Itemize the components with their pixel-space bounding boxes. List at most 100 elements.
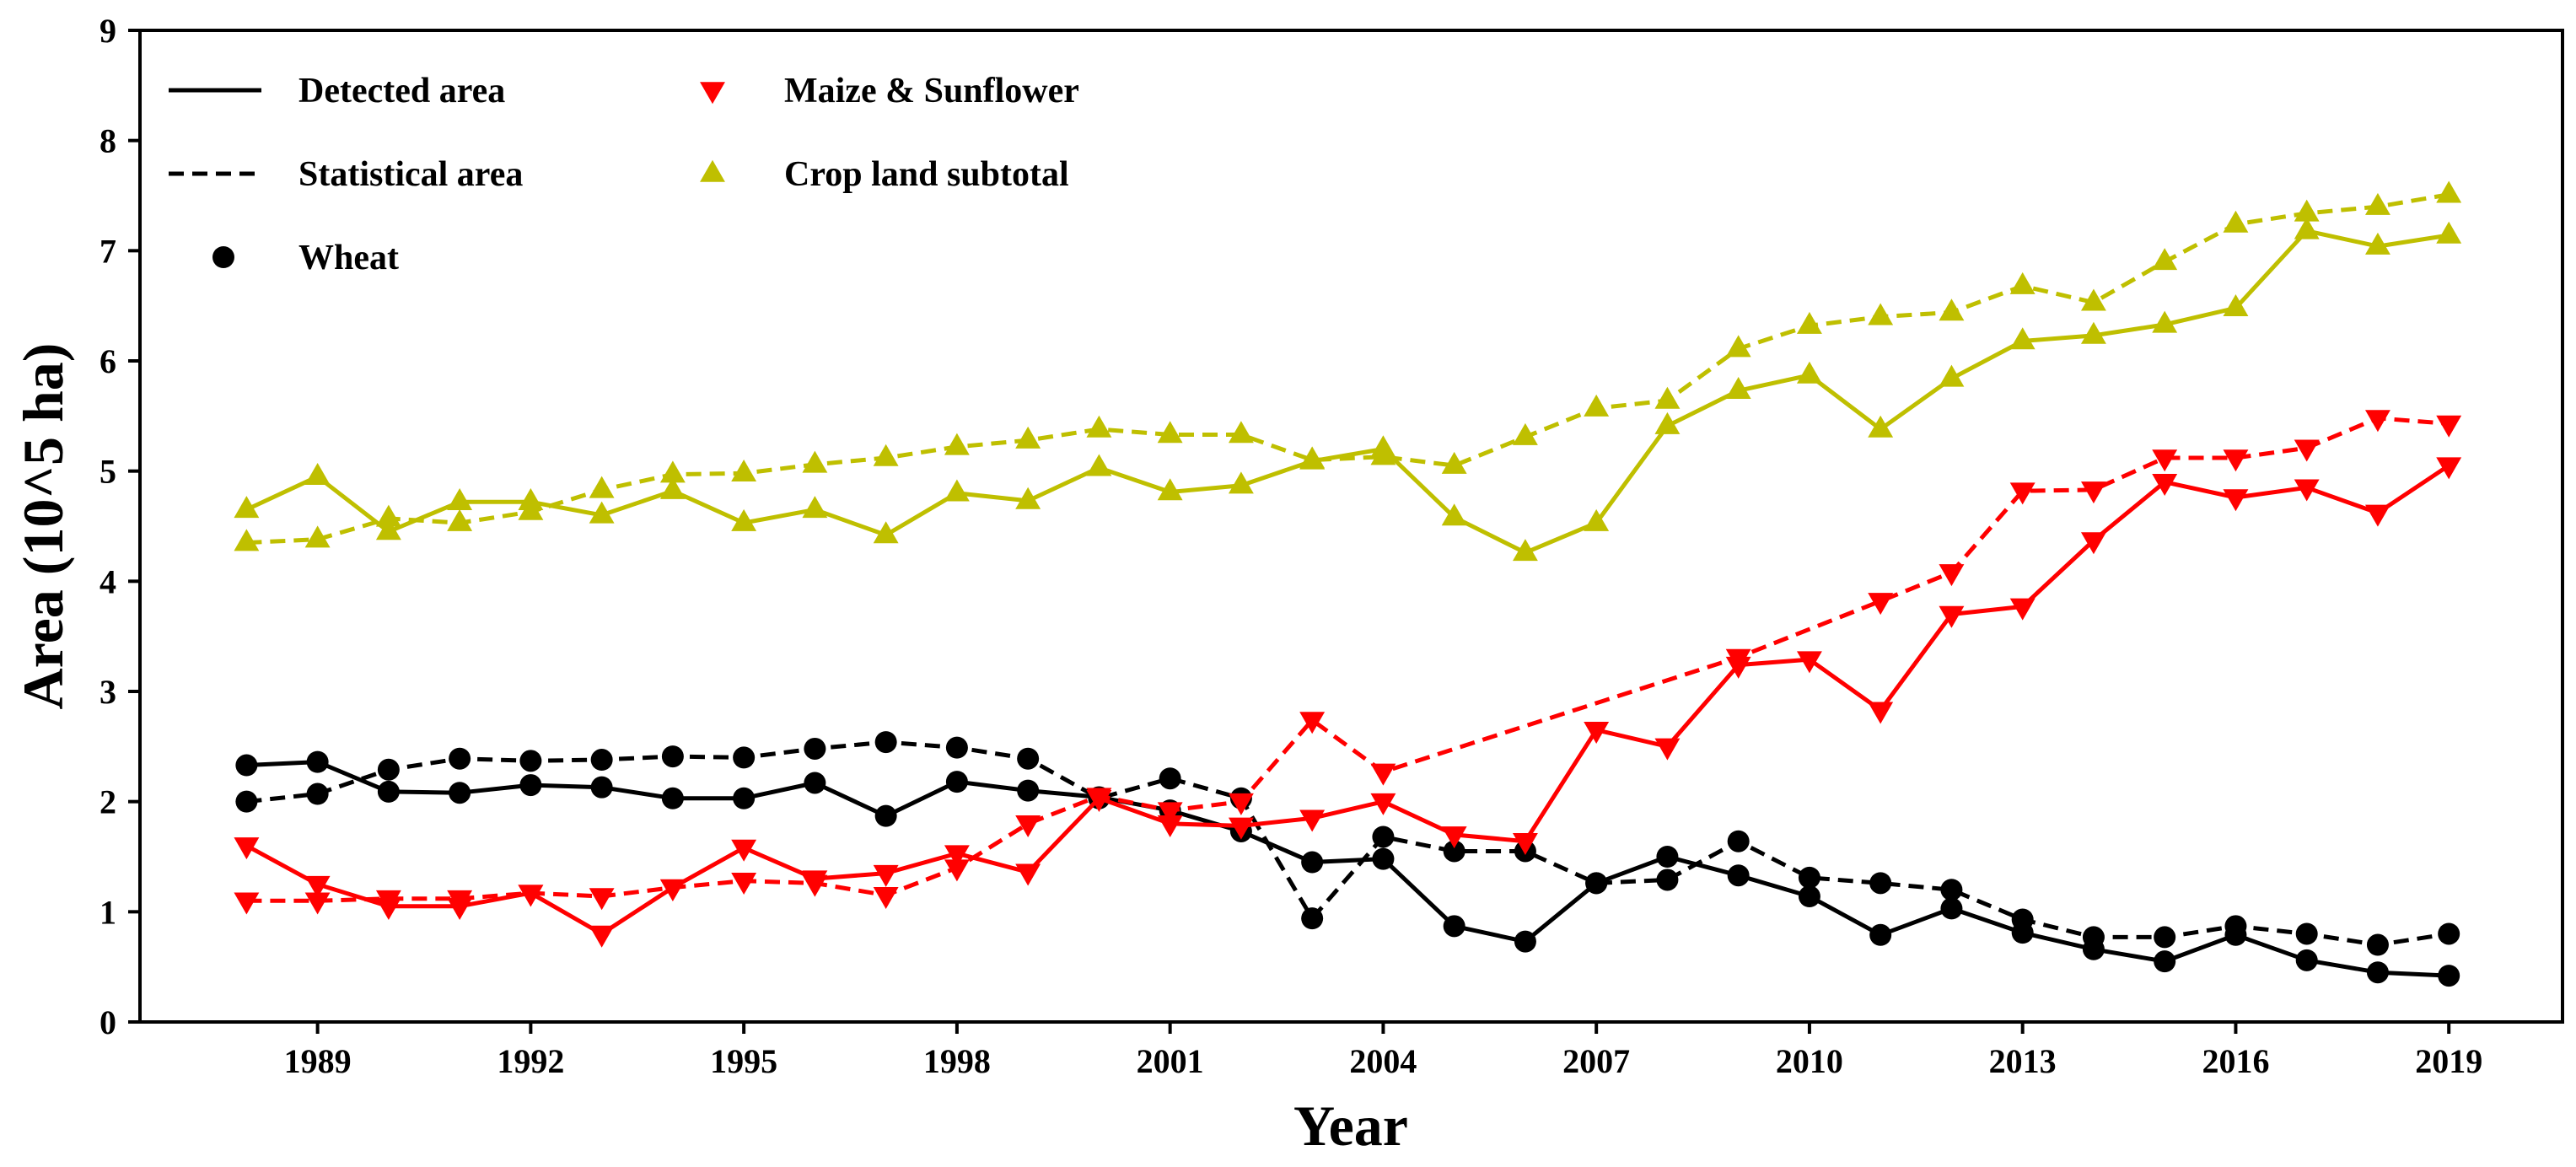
data-point bbox=[447, 890, 473, 912]
data-point bbox=[1654, 411, 1681, 434]
legend-item-detected-area: Detected area bbox=[169, 72, 505, 110]
legend-swatch bbox=[700, 82, 725, 105]
legend-swatch bbox=[700, 159, 725, 182]
data-point bbox=[1939, 298, 1965, 321]
data-point bbox=[2080, 288, 2106, 311]
data-point bbox=[733, 787, 756, 809]
data-point bbox=[589, 476, 615, 498]
y-tick-label: 5 bbox=[99, 453, 116, 491]
data-point bbox=[945, 736, 968, 759]
data-point bbox=[1868, 593, 1894, 616]
data-point bbox=[1727, 830, 1750, 852]
data-point bbox=[375, 890, 401, 912]
data-point bbox=[1443, 915, 1465, 938]
data-point bbox=[1015, 426, 1041, 449]
data-point bbox=[235, 754, 258, 777]
data-point bbox=[1940, 879, 1963, 901]
data-point bbox=[1939, 564, 1965, 587]
y-tick-label: 3 bbox=[99, 673, 116, 711]
ticks-layer: 1989 1992 1995 1998 2001 2004 2007 2010 2013 2016… bbox=[99, 12, 2482, 1080]
data-point bbox=[375, 518, 401, 540]
data-point bbox=[1868, 702, 1894, 724]
legend: Detected area Statistical area Wheat Maize … bbox=[169, 72, 1079, 277]
data-point bbox=[659, 476, 686, 499]
data-point bbox=[1868, 303, 1894, 325]
data-point bbox=[1798, 885, 1820, 908]
series-line bbox=[246, 192, 2450, 546]
data-point bbox=[945, 771, 968, 793]
data-point bbox=[659, 460, 686, 483]
data-point bbox=[944, 845, 970, 868]
data-point bbox=[304, 462, 331, 485]
data-point bbox=[1441, 826, 1467, 849]
x-tick-label: 2019 bbox=[2415, 1042, 2482, 1080]
data-point bbox=[2009, 327, 2036, 350]
data-point bbox=[1015, 487, 1041, 509]
data-point bbox=[306, 782, 329, 805]
data-point bbox=[304, 875, 331, 898]
legend-swatch bbox=[212, 246, 234, 268]
data-point bbox=[1228, 817, 1254, 840]
data-point bbox=[1725, 335, 1751, 358]
data-point bbox=[449, 747, 471, 770]
data-point bbox=[2436, 221, 2462, 244]
y-tick-label: 4 bbox=[99, 562, 116, 600]
data-point bbox=[2011, 908, 2034, 931]
data-point bbox=[306, 750, 329, 773]
data-point bbox=[1940, 897, 1963, 920]
data-point bbox=[874, 804, 897, 827]
legend-item-crop-land-subtotal: Crop land subtotal bbox=[700, 155, 1069, 194]
data-point bbox=[659, 879, 686, 901]
x-tick-label: 2013 bbox=[1989, 1042, 2057, 1080]
data-point bbox=[1654, 738, 1681, 761]
data-point bbox=[731, 872, 757, 895]
data-point bbox=[802, 450, 828, 473]
data-point bbox=[449, 782, 471, 804]
data-point bbox=[2436, 457, 2462, 480]
data-point bbox=[234, 837, 260, 860]
data-point bbox=[1157, 802, 1183, 825]
data-point bbox=[2364, 232, 2390, 255]
data-point bbox=[1514, 930, 1536, 953]
data-point bbox=[1512, 832, 1538, 855]
data-point bbox=[944, 859, 970, 882]
data-point bbox=[1370, 443, 1396, 465]
data-point bbox=[804, 737, 826, 760]
data-point bbox=[1301, 851, 1324, 874]
data-point bbox=[2364, 410, 2390, 433]
data-point bbox=[2294, 479, 2320, 502]
data-point bbox=[1228, 471, 1254, 494]
data-point bbox=[2223, 210, 2249, 233]
x-tick-label: 2001 bbox=[1137, 1042, 1204, 1080]
data-point bbox=[1299, 809, 1326, 832]
legend-item-maize-and-sunflower: Maize & Sunflower bbox=[700, 72, 1079, 110]
legend-label: Detected area bbox=[298, 72, 505, 110]
data-point bbox=[2154, 950, 2176, 973]
legend-label: Statistical area bbox=[298, 155, 523, 194]
data-point bbox=[1017, 779, 1040, 802]
data-point bbox=[234, 496, 260, 519]
data-point bbox=[1654, 386, 1681, 409]
data-point bbox=[1370, 763, 1396, 786]
data-point bbox=[235, 790, 258, 813]
data-point bbox=[1584, 721, 1610, 744]
y-tick-label: 8 bbox=[99, 122, 116, 160]
x-tick-label: 2016 bbox=[2202, 1042, 2269, 1080]
data-point bbox=[589, 501, 615, 524]
data-point bbox=[873, 521, 899, 544]
data-point bbox=[2152, 248, 2178, 271]
data-point bbox=[2366, 933, 2389, 956]
data-point bbox=[802, 496, 828, 519]
y-tick-label: 6 bbox=[99, 342, 116, 380]
data-point bbox=[589, 888, 615, 911]
data-point bbox=[802, 874, 828, 897]
data-point bbox=[731, 460, 757, 482]
data-point bbox=[1299, 446, 1326, 469]
data-point bbox=[1017, 747, 1040, 770]
data-point bbox=[1796, 361, 1822, 384]
y-tick-label: 7 bbox=[99, 232, 116, 270]
data-point bbox=[1796, 311, 1822, 334]
y-tick-label: 2 bbox=[99, 783, 116, 821]
data-point bbox=[2080, 532, 2106, 555]
